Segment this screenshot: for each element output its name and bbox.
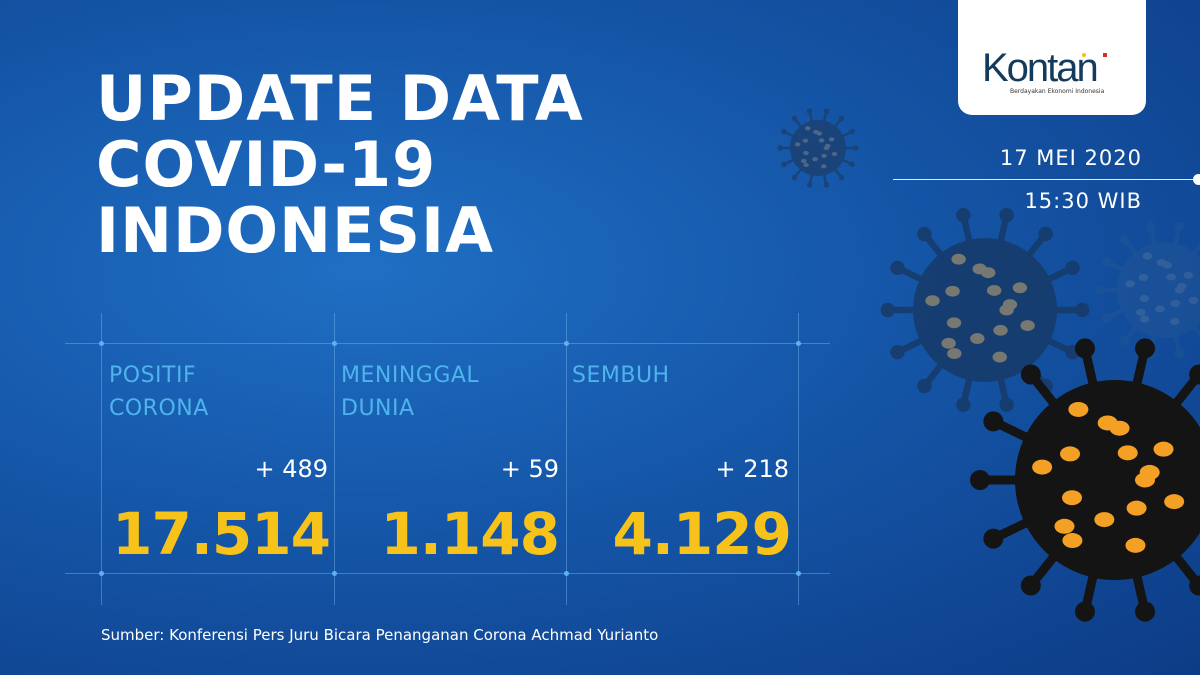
date-divider: [893, 179, 1198, 180]
source-note: Sumber: Konferensi Pers Juru Bicara Pena…: [101, 626, 659, 644]
grid-line: [65, 343, 830, 344]
label-line: DUNIA: [341, 396, 415, 421]
grid-dot: [796, 341, 801, 346]
grid-line: [566, 313, 567, 605]
time: 15:30 WIB: [1024, 189, 1142, 213]
virus-illustration: [880, 208, 1090, 412]
kontan-logo: Kontan Berdayakan Ekonomi Indonesia: [958, 0, 1146, 115]
headline-line-3: INDONESIA: [96, 194, 495, 267]
grid-dot: [796, 571, 801, 576]
stat-value: 17.514: [112, 500, 331, 568]
stat-label: SEMBUH: [572, 359, 670, 392]
headline-line-2: COVID-19: [96, 128, 437, 201]
grid-line: [101, 313, 102, 605]
stat-delta: + 489: [254, 455, 328, 483]
stat-label: POSITIF CORONA: [109, 359, 209, 425]
grid-dot: [564, 341, 569, 346]
headline-line-1: UPDATE DATA: [96, 62, 584, 135]
virus-illustration: [970, 338, 1200, 622]
stat-value: 1.148: [380, 500, 560, 568]
logo-tagline: Berdayakan Ekonomi Indonesia: [1010, 88, 1105, 95]
grid-dot: [332, 341, 337, 346]
stat-delta: + 218: [715, 455, 789, 483]
label-line: MENINGGAL: [341, 363, 480, 388]
grid-line: [798, 313, 799, 605]
stat-value: 4.129: [612, 500, 792, 568]
divider-dot: [1193, 174, 1200, 185]
date: 17 MEI 2020: [999, 146, 1142, 170]
label-line: SEMBUH: [572, 363, 670, 388]
logo-dot-red: [1103, 53, 1107, 57]
virus-illustration: [1095, 222, 1200, 358]
stat-label: MENINGGAL DUNIA: [341, 359, 479, 425]
virus-illustration: [777, 108, 859, 188]
grid-dot: [332, 571, 337, 576]
logo-dot-yellow: [1082, 53, 1086, 57]
grid-dot: [564, 571, 569, 576]
label-line: POSITIF: [109, 363, 197, 388]
stat-delta: + 59: [500, 455, 559, 483]
headline: UPDATE DATA COVID-19 INDONESIA: [96, 66, 584, 264]
grid-line: [334, 313, 335, 605]
label-line: CORONA: [109, 396, 209, 421]
grid-dot: [99, 341, 104, 346]
grid-line: [65, 573, 830, 574]
grid-dot: [99, 571, 104, 576]
logo-brand: Kontan: [982, 46, 1099, 90]
